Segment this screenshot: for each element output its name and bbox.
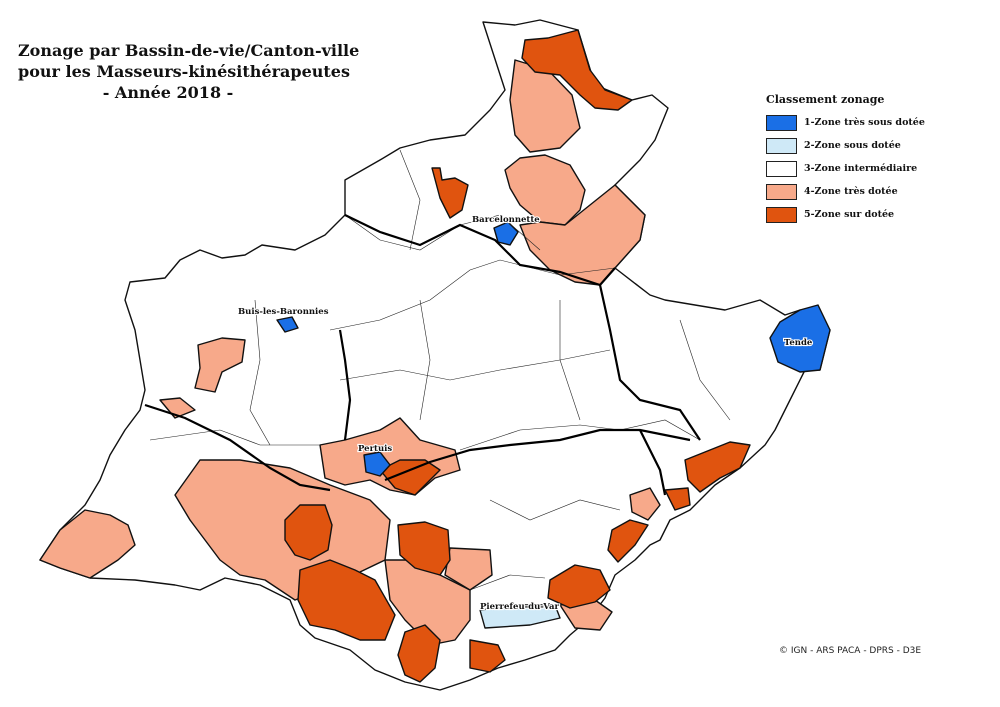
zone-very-high-camargue [39,509,136,579]
border-line [419,299,431,421]
zone-areas [39,19,831,691]
zone-very-under-buis [276,316,299,333]
zone-very-high-baronnies [194,337,246,393]
legend-label: 3-Zone intermédiaire [804,163,918,174]
zone-very-under-pertuis [363,451,391,477]
zone-very-high-var-center [444,547,493,591]
zone-very-under-barcelonnette [493,221,519,246]
zone-over-toulon [469,639,506,673]
border-line [489,499,621,521]
dept-border [384,428,691,482]
legend-label: 4-Zone très dotée [804,186,898,197]
zone-over-toulon-west [397,624,441,683]
zone-over-pertuis-east [379,459,441,496]
zone-very-under-tende [769,304,831,373]
dept-border [144,403,331,492]
border-line [344,214,541,251]
border-line [149,429,320,446]
legend-item: 5-Zone sur dotée [766,203,966,226]
legend-item: 3-Zone intermédiaire [766,157,966,180]
zone-very-high-frejus [629,487,661,521]
zone-over-var-east [547,564,611,609]
border-line [559,300,581,421]
legend-title: Classement zonage [766,93,885,106]
label-tende: Tende [784,338,813,348]
label-buis-les-baronnies: Buis-les-Baronnies [238,307,329,317]
dept-border [598,284,701,441]
legend-label: 5-Zone sur dotée [804,209,895,220]
label-barcelonnette: Barcelonnette [472,215,540,225]
label-pierrefeu-du-var: Pierrefeu-du-Var [480,602,560,612]
department-borders [144,214,701,496]
border-line [329,259,616,331]
title-line-3: - Année 2018 - [102,83,234,102]
legend-swatch [766,160,797,177]
zone-very-high-north [509,59,581,153]
legend-swatch [766,114,797,131]
legend-swatch [766,206,797,223]
border-line [469,574,546,591]
legend: Classement zonage 1-Zone très sous dotée… [766,93,966,226]
zone-under-pierrefeu [479,604,561,629]
credit-text: © IGN - ARS PACA - DPRS - D3E [779,646,922,656]
label-pertuis: Pertuis [358,444,392,454]
title-line-2: pour les Masseurs-kinésithérapeutes [18,62,350,81]
legend-label: 1-Zone très sous dotée [804,117,925,128]
dept-border [639,429,667,496]
internal-borders [149,149,731,591]
map-title: Zonage par Bassin-de-vie/Canton-ville po… [18,40,360,103]
zone-very-high-ubaye [504,154,586,226]
title-line-1: Zonage par Bassin-de-vie/Canton-ville [18,41,360,60]
border-line [249,299,271,446]
border-line [339,349,611,381]
legend-label: 2-Zone sous dotée [804,140,901,151]
zone-over-north [521,29,633,111]
zone-over-marseille-north [284,504,333,561]
border-line [459,419,701,451]
zone-over-nice [684,441,751,493]
zone-over-cannes [607,519,649,563]
legend-item: 1-Zone très sous dotée [766,111,966,134]
legend-item: 2-Zone sous dotée [766,134,966,157]
zone-over-var-north [397,521,451,576]
legend-swatch [766,137,797,154]
border-line [679,319,731,421]
border-line [399,149,421,251]
legend-swatch [766,183,797,200]
dept-border [344,214,616,287]
legend-item: 4-Zone très dotée [766,180,966,203]
dept-border [338,329,352,441]
zone-over-antibes [664,487,691,511]
zone-over-marseille [297,559,396,641]
zone-over-north-small [431,167,469,219]
